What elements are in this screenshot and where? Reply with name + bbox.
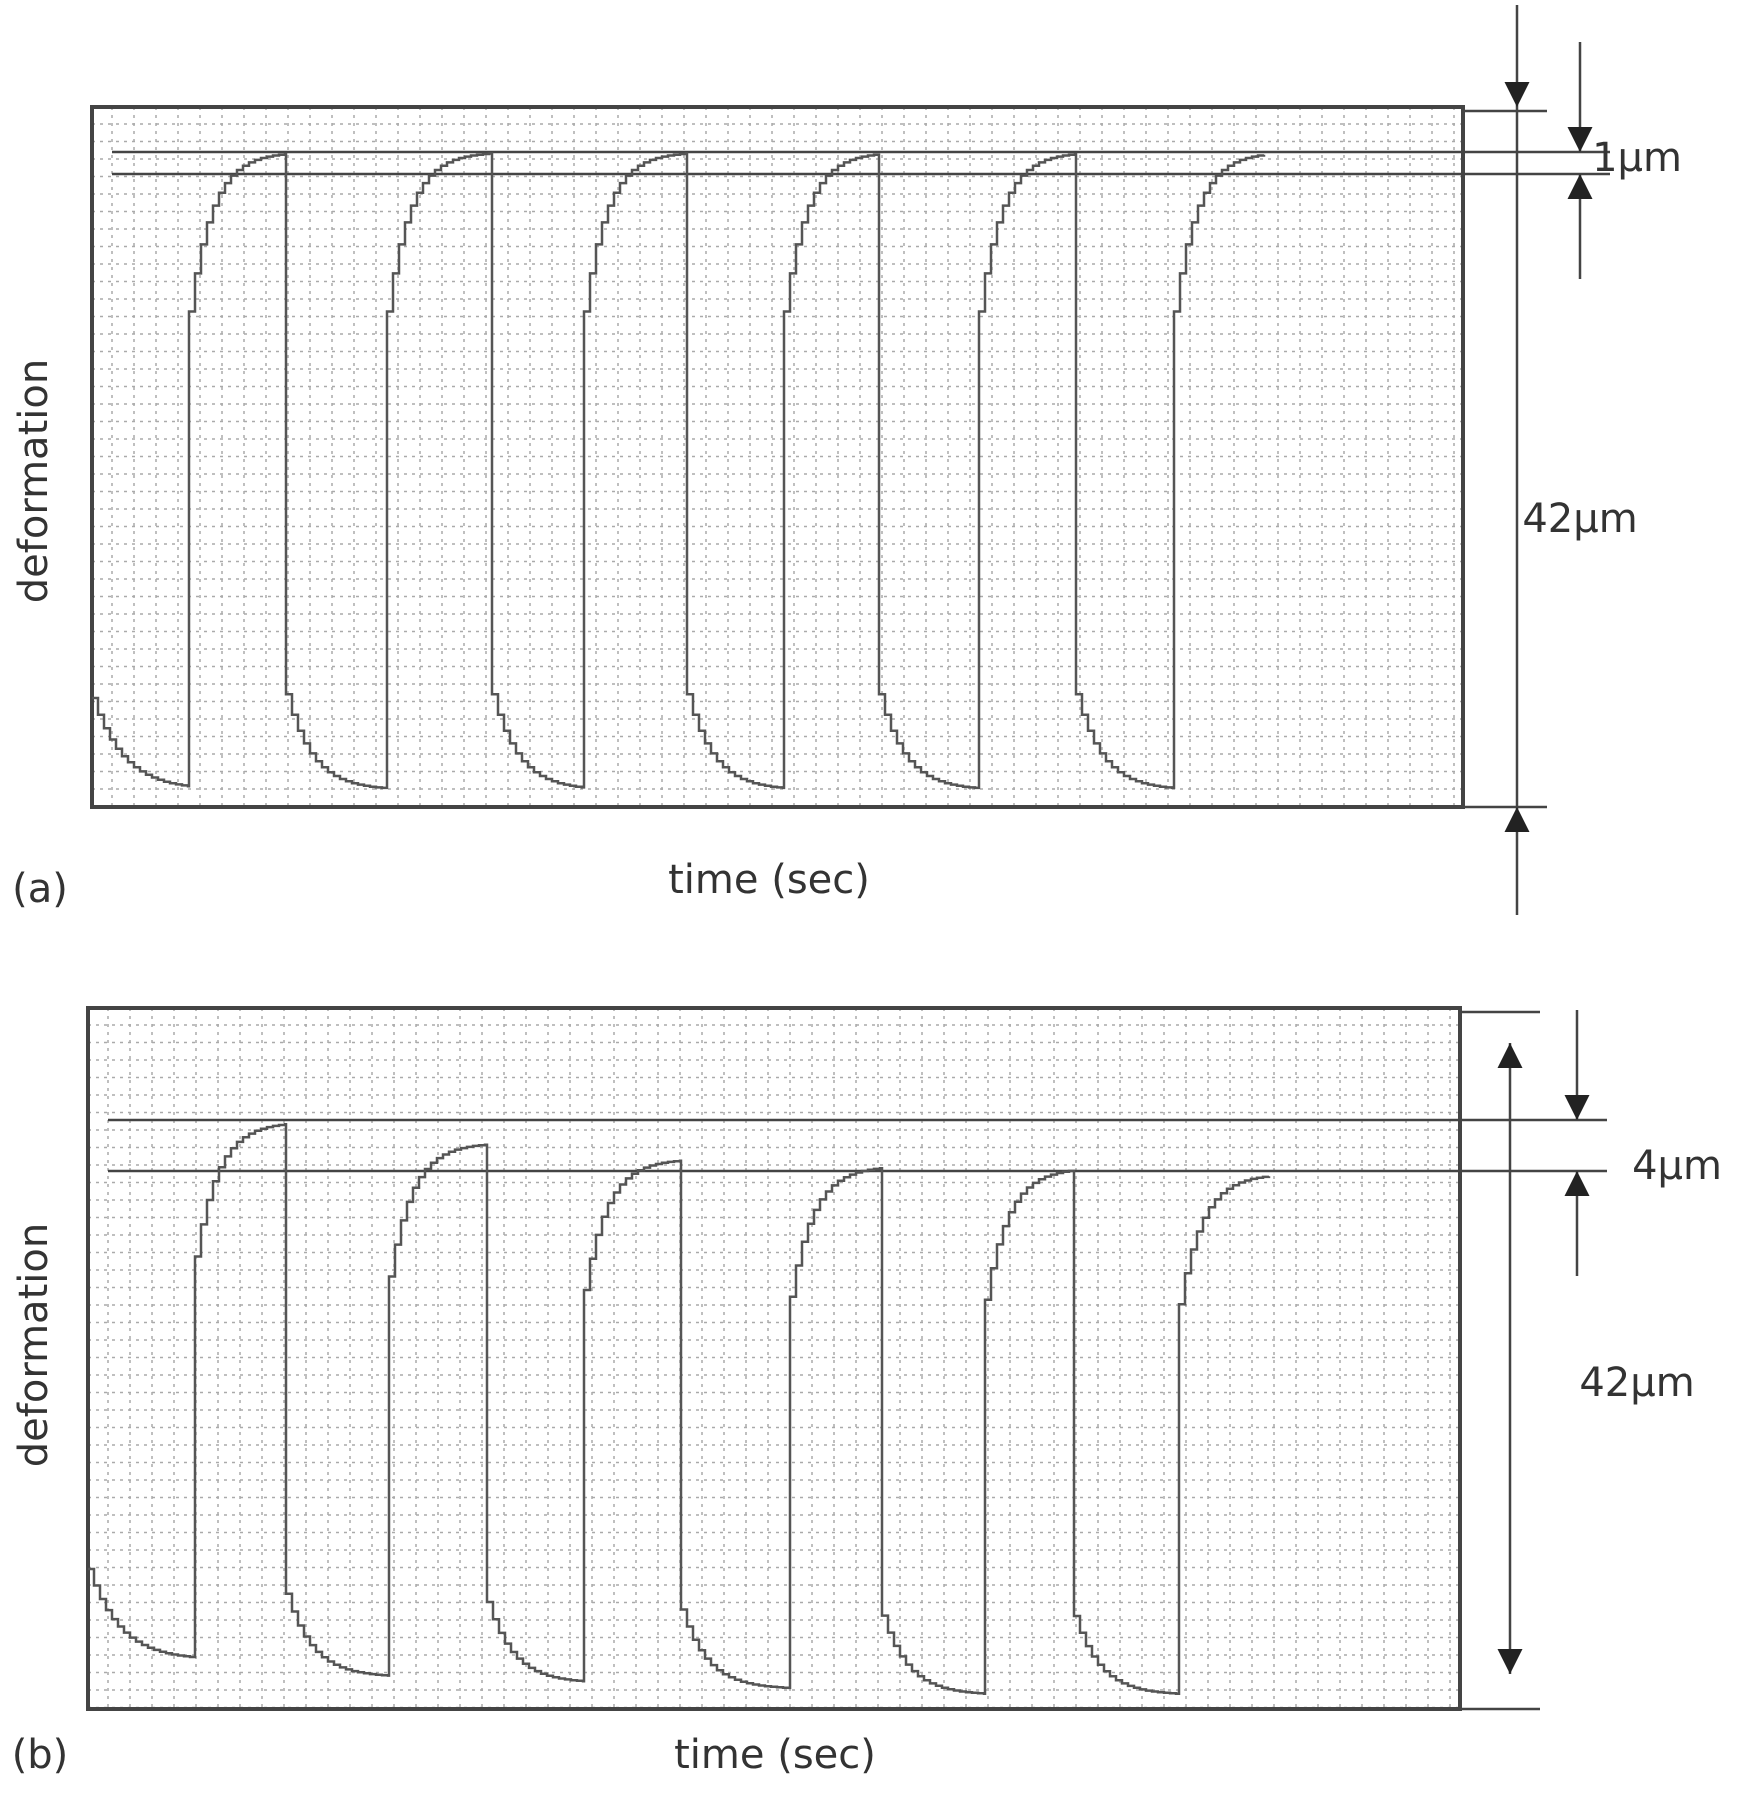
panel-label: (a) [12,866,68,912]
y-axis-label: deformation [11,359,57,603]
plot-frame [86,1006,1462,1711]
dimension-label: 42μm [1522,496,1637,542]
dimension-label: 1μm [1592,135,1682,181]
waveform [92,152,1266,790]
x-axis-label: time (sec) [668,857,870,903]
waveform [88,1122,1271,1695]
panel-label: (b) [12,1732,69,1778]
dimension-label: 42μm [1579,1360,1694,1406]
y-axis-label: deformation [11,1223,57,1467]
x-axis-label: time (sec) [674,1732,876,1778]
dimension-label: 4μm [1632,1143,1722,1189]
plot-frame [90,105,1465,809]
